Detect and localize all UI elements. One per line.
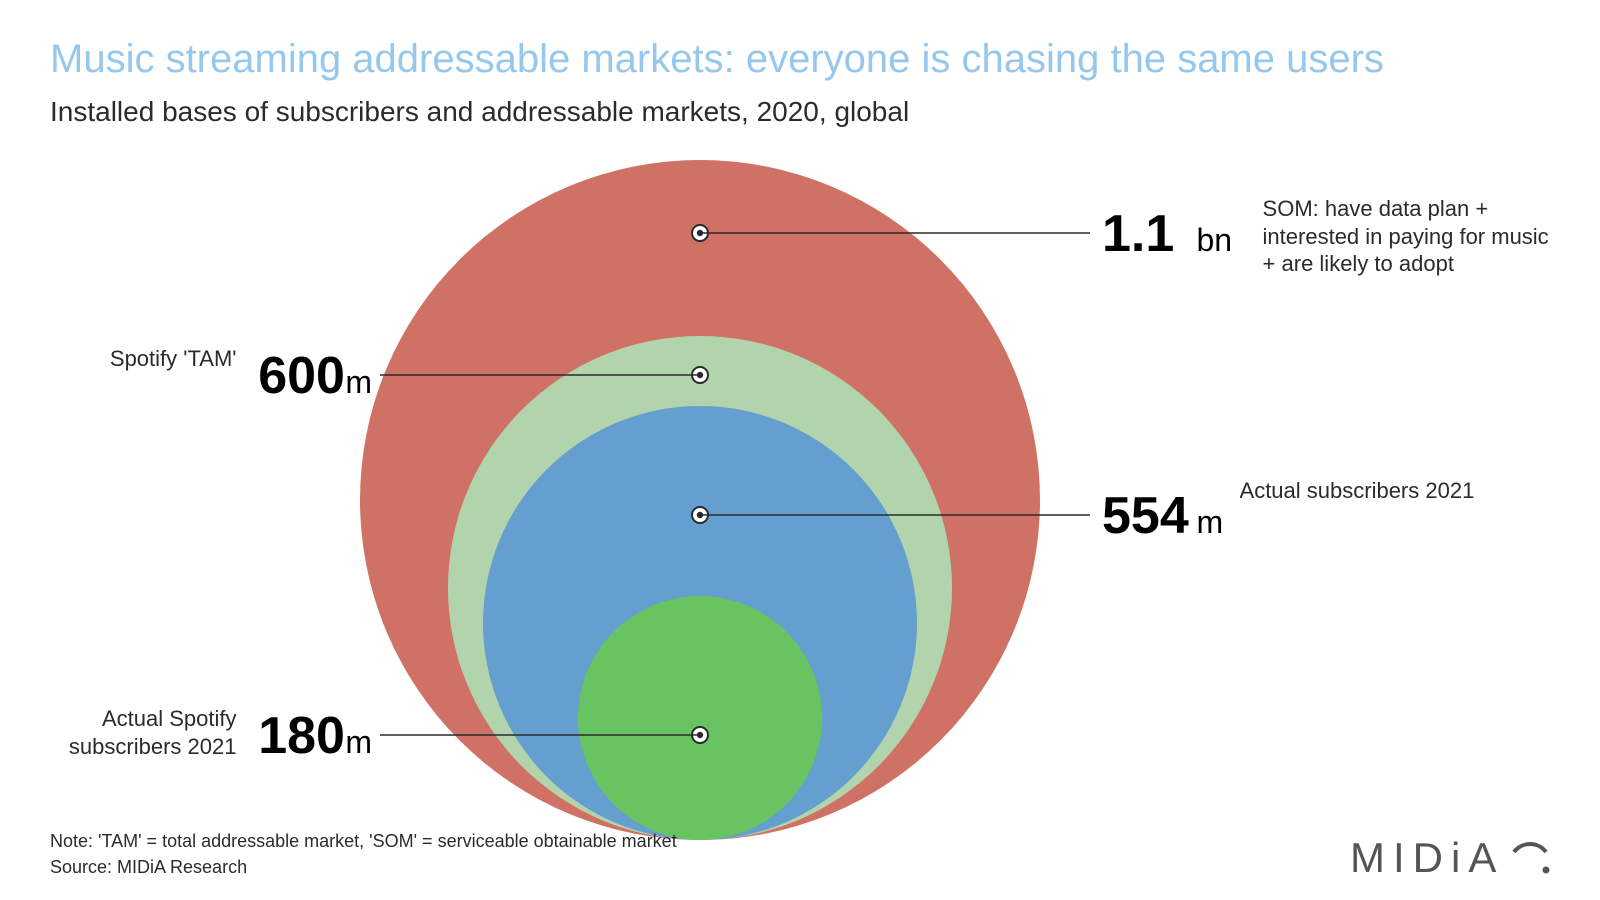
unit-spotify_subs: m — [345, 724, 372, 760]
midia-logo: MIDiA — [1350, 828, 1550, 880]
value-subscribers: 554 — [1102, 487, 1189, 545]
label-subscribers: 554m Actual subscribers 2021 — [1102, 477, 1540, 617]
label-spotify_tam: m600 Spotify 'TAM' — [26, 345, 372, 435]
value-som: 1.1 — [1102, 205, 1174, 263]
desc-subscribers: Actual subscribers 2021 — [1240, 477, 1540, 505]
value-spotify_subs: 180 — [258, 707, 345, 765]
unit-spotify_tam: m — [345, 364, 372, 400]
desc-spotify_subs: Actual Spotify subscribers 2021 — [26, 705, 236, 760]
svg-text:MIDiA: MIDiA — [1350, 834, 1504, 880]
label-som: 1.1 bn SOM: have data plan + interested in… — [1102, 195, 1563, 335]
footnote: Note: 'TAM' = total addressable market, … — [50, 831, 677, 852]
nested-circle-chart: 1.1 bn SOM: have data plan + interested in… — [0, 0, 1600, 900]
label-spotify_subs: m180 Actual Spotify subscribers 2021 — [26, 705, 372, 795]
unit-subscribers: m — [1196, 504, 1223, 540]
desc-spotify_tam: Spotify 'TAM' — [26, 345, 236, 373]
value-spotify_tam: 600 — [258, 347, 345, 405]
slide-root: Music streaming addressable markets: eve… — [0, 0, 1600, 900]
desc-som: SOM: have data plan + interested in payi… — [1263, 195, 1563, 278]
source-line: Source: MIDiA Research — [50, 857, 247, 878]
circle-spotify_subs — [578, 596, 822, 840]
unit-som: bn — [1196, 222, 1232, 258]
